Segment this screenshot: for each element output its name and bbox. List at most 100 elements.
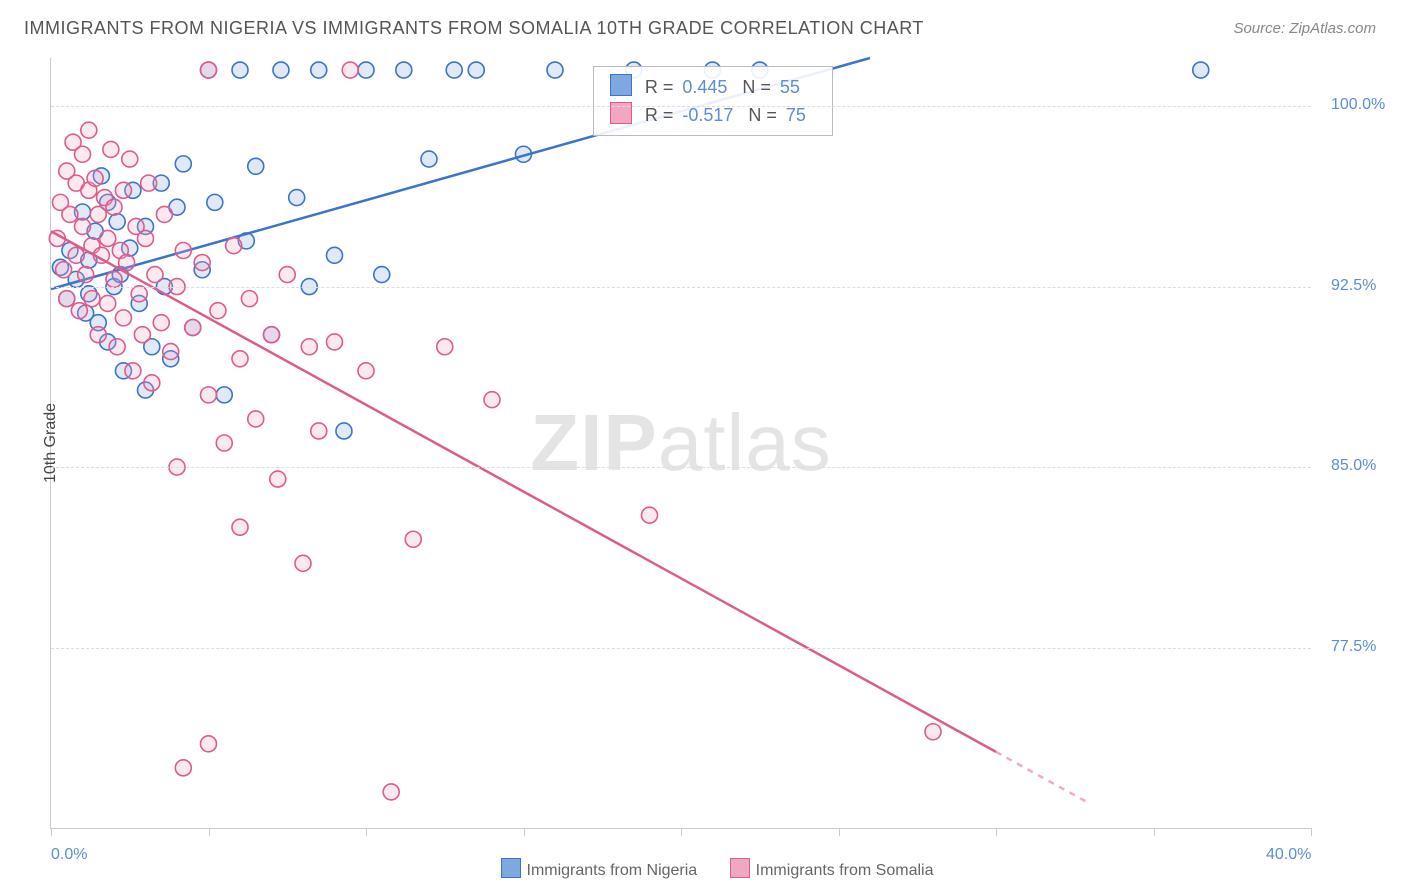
r-label-somalia: R =	[645, 105, 679, 125]
data-point	[141, 175, 157, 191]
gridline	[51, 106, 1311, 107]
gridline	[51, 467, 1311, 468]
gridline	[51, 648, 1311, 649]
legend-swatch-nigeria	[610, 74, 632, 96]
legend-swatch-somalia	[610, 102, 632, 124]
data-point	[163, 344, 179, 360]
data-point	[115, 182, 131, 198]
data-point	[59, 291, 75, 307]
data-point	[103, 141, 119, 157]
plot-area: 10th Grade ZIPatlas R = 0.445 N = 55 R =…	[50, 58, 1311, 829]
data-point	[125, 363, 141, 379]
data-point	[1193, 62, 1209, 78]
data-point	[122, 151, 138, 167]
data-point	[301, 339, 317, 355]
data-point	[358, 363, 374, 379]
bottom-swatch-somalia	[730, 858, 750, 878]
data-point	[270, 471, 286, 487]
data-point	[75, 218, 91, 234]
gridline	[51, 287, 1311, 288]
data-point	[109, 339, 125, 355]
data-point	[106, 199, 122, 215]
y-tick-label: 92.5%	[1331, 277, 1376, 295]
data-point	[232, 519, 248, 535]
legend-row-somalia: R = -0.517 N = 75	[610, 101, 816, 129]
chart-svg	[51, 58, 1311, 828]
trend-line-dashed	[996, 752, 1091, 804]
data-point	[201, 62, 217, 78]
data-point	[87, 170, 103, 186]
data-point	[396, 62, 412, 78]
data-point	[84, 291, 100, 307]
n-value-somalia: 75	[786, 105, 806, 125]
data-point	[90, 327, 106, 343]
bottom-label-nigeria: Immigrants from Nigeria	[527, 862, 698, 879]
data-point	[484, 392, 500, 408]
data-point	[131, 286, 147, 302]
data-point	[342, 62, 358, 78]
data-point	[71, 303, 87, 319]
chart-title: IMMIGRANTS FROM NIGERIA VS IMMIGRANTS FR…	[24, 18, 924, 39]
data-point	[90, 206, 106, 222]
x-tick	[996, 828, 997, 836]
legend-row-nigeria: R = 0.445 N = 55	[610, 73, 816, 101]
data-point	[78, 267, 94, 283]
bottom-label-somalia: Immigrants from Somalia	[756, 862, 934, 879]
data-point	[185, 320, 201, 336]
data-point	[216, 435, 232, 451]
data-point	[194, 255, 210, 271]
data-point	[327, 334, 343, 350]
data-point	[216, 387, 232, 403]
data-point	[336, 423, 352, 439]
x-tick	[1154, 828, 1155, 836]
data-point	[327, 247, 343, 263]
correlation-legend: R = 0.445 N = 55 R = -0.517 N = 75	[593, 66, 833, 136]
data-point	[100, 230, 116, 246]
data-point	[374, 267, 390, 283]
bottom-swatch-nigeria	[501, 858, 521, 878]
data-point	[153, 315, 169, 331]
y-tick-label: 77.5%	[1331, 638, 1376, 656]
data-point	[279, 267, 295, 283]
data-point	[75, 146, 91, 162]
r-value-nigeria: 0.445	[682, 77, 727, 97]
data-point	[201, 736, 217, 752]
data-point	[248, 411, 264, 427]
x-tick	[51, 828, 52, 836]
data-point	[201, 387, 217, 403]
x-tick	[839, 828, 840, 836]
data-point	[81, 122, 97, 138]
data-point	[106, 271, 122, 287]
bottom-legend: Immigrants from Nigeria Immigrants from …	[0, 858, 1406, 880]
data-point	[383, 784, 399, 800]
n-label-somalia: N =	[748, 105, 782, 125]
y-tick-label: 100.0%	[1331, 96, 1385, 114]
data-point	[289, 190, 305, 206]
x-tick	[209, 828, 210, 836]
data-point	[264, 327, 280, 343]
data-point	[925, 724, 941, 740]
data-point	[241, 291, 257, 307]
data-point	[175, 760, 191, 776]
data-point	[115, 310, 131, 326]
n-label-nigeria: N =	[742, 77, 776, 97]
data-point	[109, 214, 125, 230]
data-point	[311, 62, 327, 78]
data-point	[226, 238, 242, 254]
data-point	[358, 62, 374, 78]
y-tick-label: 85.0%	[1331, 457, 1376, 475]
x-tick	[524, 828, 525, 836]
data-point	[295, 555, 311, 571]
data-point	[134, 327, 150, 343]
data-point	[138, 230, 154, 246]
data-point	[210, 303, 226, 319]
x-tick	[366, 828, 367, 836]
data-point	[175, 243, 191, 259]
trend-line	[51, 231, 996, 752]
r-label-nigeria: R =	[645, 77, 679, 97]
data-point	[62, 206, 78, 222]
data-point	[232, 62, 248, 78]
x-tick	[681, 828, 682, 836]
data-point	[156, 206, 172, 222]
data-point	[273, 62, 289, 78]
